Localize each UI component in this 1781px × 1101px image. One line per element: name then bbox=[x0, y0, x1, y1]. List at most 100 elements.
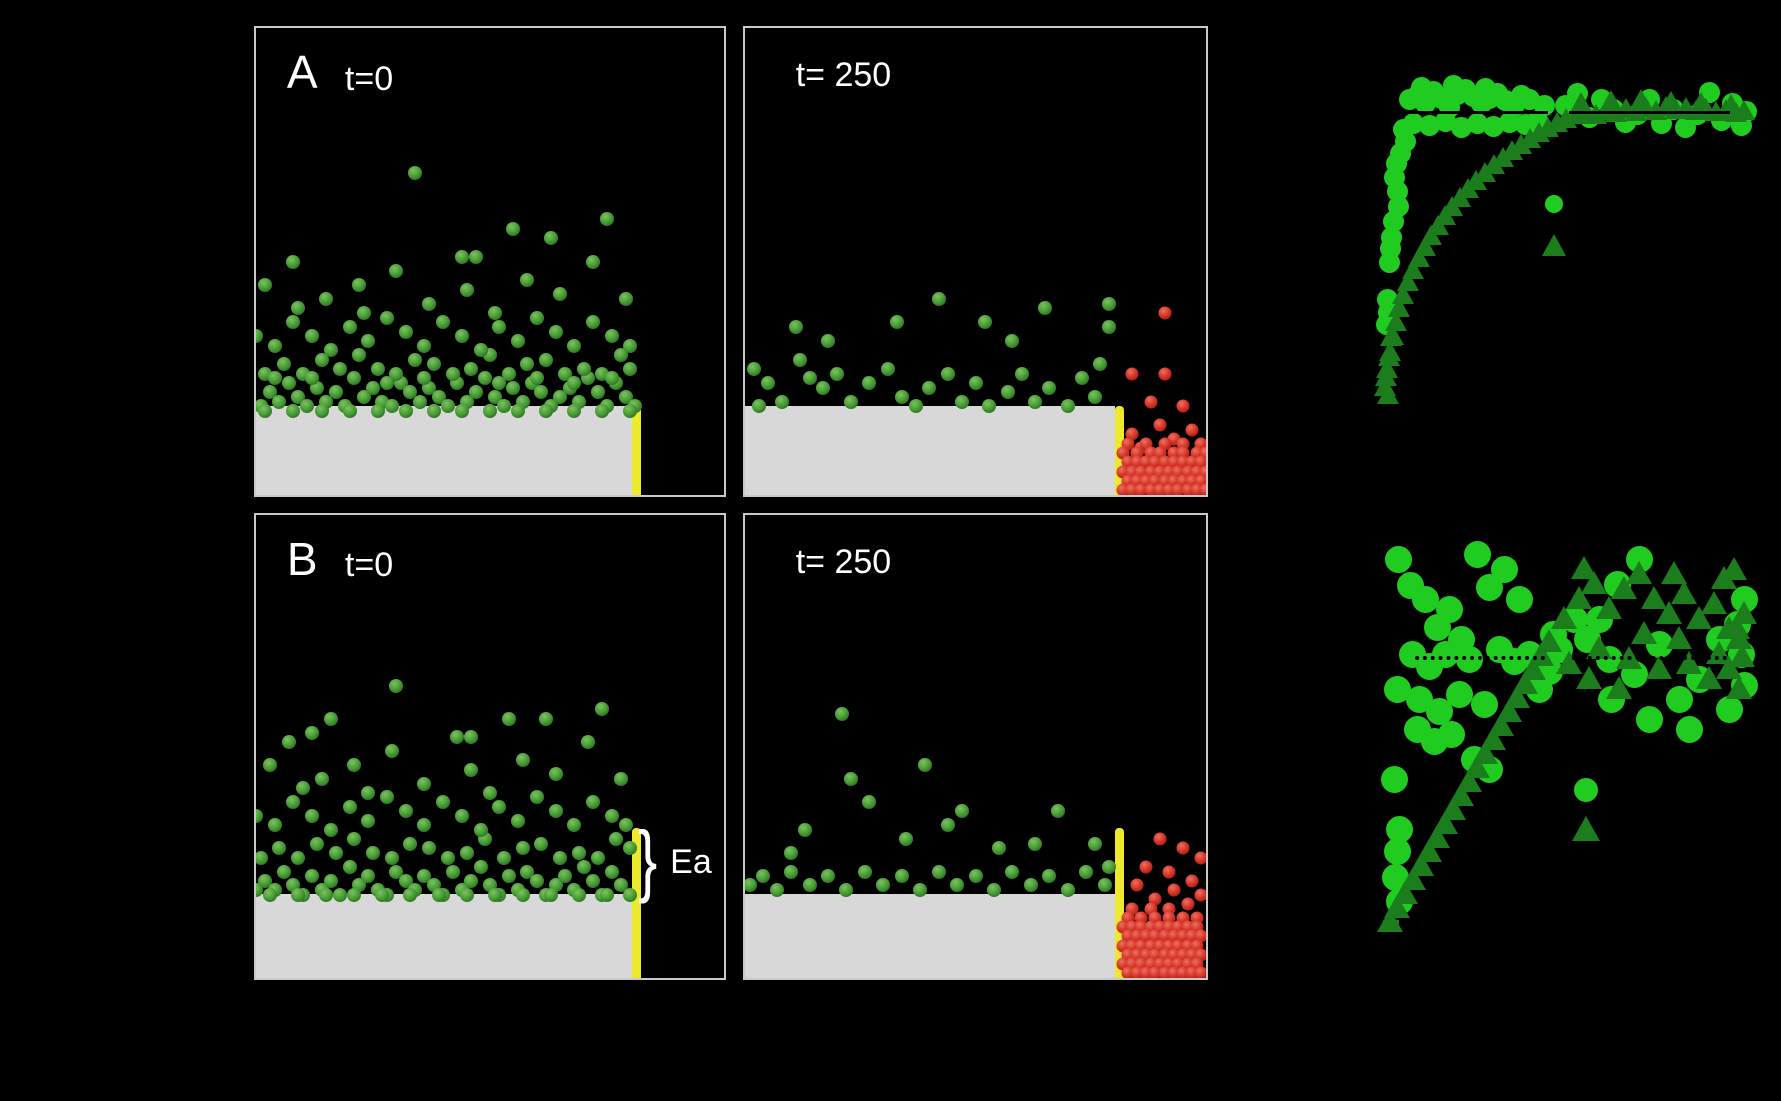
green-particle bbox=[468, 385, 483, 400]
panel-letter-A: A bbox=[286, 46, 319, 99]
green-particle bbox=[751, 399, 766, 414]
green-particle bbox=[501, 869, 516, 884]
green-particle bbox=[323, 711, 338, 726]
green-particle bbox=[272, 841, 287, 856]
surface-slab bbox=[745, 406, 1116, 495]
green-particle bbox=[567, 818, 582, 833]
green-particle bbox=[1102, 296, 1117, 311]
green-particle bbox=[1014, 366, 1029, 381]
green-particle bbox=[286, 795, 301, 810]
red-particle bbox=[1199, 446, 1206, 460]
green-particle bbox=[986, 883, 1001, 898]
green-particle bbox=[333, 361, 348, 376]
green-particle bbox=[567, 338, 582, 353]
green-particle bbox=[834, 707, 849, 722]
triangle-marker bbox=[1631, 621, 1657, 644]
green-particle bbox=[917, 758, 932, 773]
green-particle bbox=[1051, 804, 1066, 819]
green-particle bbox=[398, 804, 413, 819]
green-particle bbox=[844, 394, 859, 409]
green-particle bbox=[468, 249, 483, 264]
green-particle bbox=[370, 403, 385, 418]
time-label-A-t250: t= 250 bbox=[795, 55, 892, 94]
green-particle bbox=[464, 762, 479, 777]
red-particle bbox=[1130, 878, 1144, 892]
green-particle bbox=[351, 347, 366, 362]
green-particle bbox=[356, 305, 371, 320]
green-particle bbox=[623, 887, 638, 902]
green-particle bbox=[571, 845, 586, 860]
green-particle bbox=[333, 887, 348, 902]
green-particle bbox=[567, 403, 582, 418]
fit-line bbox=[1403, 111, 1548, 114]
circle-marker bbox=[1463, 540, 1491, 568]
green-particle bbox=[623, 338, 638, 353]
green-particle bbox=[501, 366, 516, 381]
green-particle bbox=[417, 371, 432, 386]
scatter-plot-B-kinetics bbox=[1377, 540, 1781, 960]
triangle-marker bbox=[1701, 591, 1727, 614]
red-particle bbox=[1171, 483, 1185, 495]
green-particle bbox=[745, 878, 757, 893]
green-particle bbox=[623, 361, 638, 376]
triangle-marker bbox=[1726, 676, 1752, 699]
green-particle bbox=[384, 399, 399, 414]
green-particle bbox=[272, 394, 287, 409]
green-particle bbox=[459, 887, 474, 902]
green-particle bbox=[614, 347, 629, 362]
green-particle bbox=[291, 887, 306, 902]
circle-marker bbox=[1450, 116, 1472, 138]
green-particle bbox=[464, 361, 479, 376]
green-particle bbox=[515, 887, 530, 902]
red-particle bbox=[1144, 395, 1158, 409]
green-particle bbox=[450, 730, 465, 745]
red-particle bbox=[1116, 483, 1130, 495]
circle-marker bbox=[1498, 111, 1520, 133]
green-particle bbox=[380, 375, 395, 390]
red-particle bbox=[1194, 474, 1206, 488]
green-particle bbox=[384, 744, 399, 759]
green-particle bbox=[1088, 836, 1103, 851]
red-particle bbox=[1185, 966, 1199, 978]
red-particle bbox=[1125, 483, 1139, 495]
green-particle bbox=[351, 277, 366, 292]
green-particle bbox=[553, 389, 568, 404]
triangle-marker bbox=[1551, 606, 1577, 629]
red-particle bbox=[1139, 966, 1153, 978]
green-particle bbox=[1042, 380, 1057, 395]
red-particle bbox=[1194, 851, 1206, 865]
green-particle bbox=[323, 873, 338, 888]
green-particle bbox=[291, 301, 306, 316]
red-particle bbox=[1176, 966, 1190, 978]
triangle-marker bbox=[1375, 366, 1397, 386]
green-particle bbox=[506, 380, 521, 395]
triangle-marker bbox=[1571, 556, 1597, 579]
green-particle bbox=[309, 836, 324, 851]
green-particle bbox=[300, 399, 315, 414]
triangle-marker bbox=[1576, 666, 1602, 689]
green-particle bbox=[286, 403, 301, 418]
green-particle bbox=[876, 878, 891, 893]
green-particle bbox=[256, 883, 263, 898]
red-particle bbox=[1139, 860, 1153, 874]
green-particle bbox=[319, 887, 334, 902]
red-particle bbox=[1167, 966, 1181, 978]
circle-marker bbox=[1410, 76, 1432, 98]
green-particle bbox=[356, 389, 371, 404]
green-particle bbox=[1005, 333, 1020, 348]
green-particle bbox=[436, 795, 451, 810]
red-particle bbox=[1199, 483, 1206, 495]
green-particle bbox=[314, 352, 329, 367]
red-particle bbox=[1158, 367, 1171, 381]
green-particle bbox=[314, 403, 329, 418]
red-particle bbox=[1134, 483, 1148, 495]
green-particle bbox=[585, 795, 600, 810]
green-particle bbox=[520, 357, 535, 372]
circle-marker bbox=[1402, 112, 1424, 134]
green-particle bbox=[529, 371, 544, 386]
green-particle bbox=[1060, 399, 1075, 414]
sim-box-B-t0: B t=0 } Ea bbox=[254, 513, 726, 980]
green-particle bbox=[305, 329, 320, 344]
triangle-marker bbox=[1661, 561, 1687, 584]
red-particle bbox=[1125, 367, 1139, 381]
